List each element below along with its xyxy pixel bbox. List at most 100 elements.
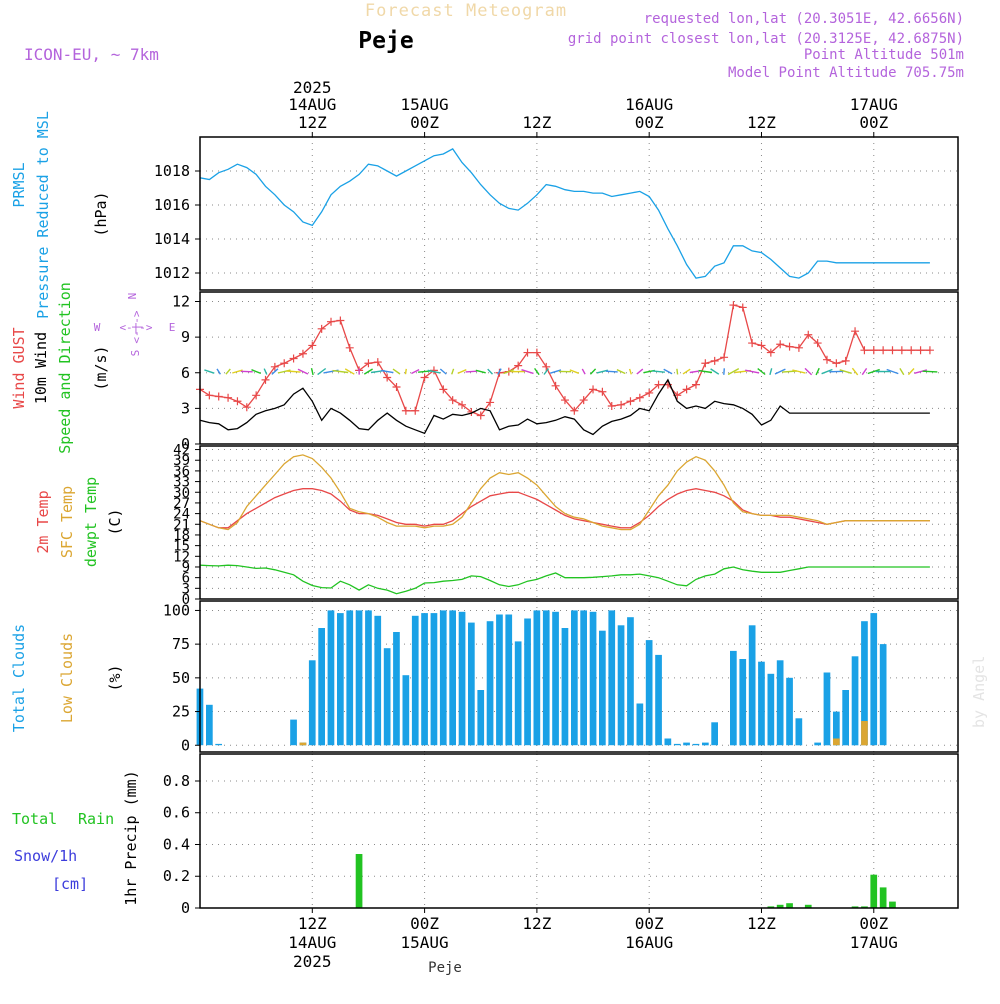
wind-direction-arrow <box>570 370 579 373</box>
bar-total_clouds <box>459 612 466 746</box>
gust-point-marker <box>346 344 354 352</box>
gust-point-marker <box>711 357 719 365</box>
bar-total_clouds <box>384 648 391 745</box>
wind-direction-arrow <box>226 369 230 374</box>
bar-total_clouds <box>412 616 419 745</box>
compass-south-label: S <box>129 350 142 357</box>
bar-total_clouds <box>206 705 213 745</box>
panel-side-label: (m/s) <box>92 345 110 390</box>
bar-total_clouds <box>346 610 353 745</box>
wind-direction-arrow <box>816 368 819 375</box>
gust-point-marker <box>290 355 298 363</box>
bar-total_clouds <box>524 619 531 746</box>
panel-side-label: dewpt Temp <box>82 477 100 567</box>
top-time-label: 00Z <box>410 113 439 132</box>
bottom-time-label: 2025 <box>293 952 332 971</box>
bar-low_clouds <box>300 743 307 746</box>
wind-direction-arrow <box>908 369 914 375</box>
footer-location: Peje <box>428 960 462 976</box>
bar-total_clouds <box>796 718 803 745</box>
top-time-label: 00Z <box>859 113 888 132</box>
bar-total_clouds <box>552 612 559 746</box>
y-tick-label: 0.2 <box>163 867 190 885</box>
bottom-time-label: 00Z <box>859 914 888 933</box>
bar-total_clouds <box>421 613 428 745</box>
bar-total_clouds <box>505 615 512 746</box>
y-tick-label: 75 <box>172 635 190 653</box>
bar-rain <box>356 854 363 908</box>
data-layer <box>196 149 937 908</box>
wind-direction-arrow <box>862 368 866 374</box>
bar-total_clouds <box>431 613 438 745</box>
wind-direction-arrow <box>393 369 400 374</box>
bar-total_clouds <box>571 610 578 745</box>
compass-west-label: W <box>94 321 101 334</box>
point-altitude: Point Altitude 501m <box>804 47 964 63</box>
wind-direction-arrow <box>677 369 678 375</box>
gust-point-marker <box>739 303 747 311</box>
top-time-label: 14AUG <box>288 95 336 114</box>
gust-point-marker <box>842 357 850 365</box>
wind-direction-arrow <box>252 370 261 374</box>
gust-point-marker <box>233 397 241 405</box>
precip-axis-label: 1hr Precip (mm) <box>122 770 140 905</box>
y-tick-label: 3 <box>181 399 190 417</box>
precip-unit-label: [cm] <box>52 875 88 893</box>
gust-point-marker <box>860 346 868 354</box>
frame-layer <box>195 132 958 913</box>
bar-total_clouds <box>730 651 737 745</box>
y-tick-label: 50 <box>172 669 190 687</box>
gust-point-marker <box>917 346 925 354</box>
wind-direction-arrow <box>852 368 857 375</box>
gust-point-marker <box>205 391 213 399</box>
gust-point-marker <box>542 363 550 371</box>
bar-total_clouds <box>618 625 625 745</box>
y-tick-label: 1012 <box>154 264 190 282</box>
bar-total_clouds <box>758 662 765 746</box>
wind-direction-arrow <box>333 371 349 373</box>
y-tick-label: 0.6 <box>163 804 190 822</box>
panel-side-label: Low Clouds <box>58 633 76 723</box>
bar-total_clouds <box>496 615 503 746</box>
wind-direction-arrow <box>264 369 267 375</box>
bar-total_clouds <box>842 690 849 745</box>
y-tick-label: 100 <box>163 601 190 619</box>
bar-total_clouds <box>543 610 550 745</box>
wind-direction-arrow <box>637 369 643 374</box>
gust-point-marker <box>823 356 831 364</box>
top-time-label: 16AUG <box>625 95 673 114</box>
y-tick-label: 42 <box>173 443 190 459</box>
model-point-altitude: Model Point Altitude 705.75m <box>728 65 964 81</box>
y-tick-label: 0.4 <box>163 835 190 853</box>
wind-direction-arrow <box>758 369 766 375</box>
bar-total_clouds <box>580 610 587 745</box>
top-time-label: 15AUG <box>401 95 449 114</box>
bar-total_clouds <box>290 720 297 746</box>
gust-point-marker <box>533 349 541 357</box>
bar-total_clouds <box>824 673 831 746</box>
gust-point-marker <box>280 359 288 367</box>
gust-point-marker <box>879 346 887 354</box>
gust-point-marker <box>411 407 419 415</box>
y-tick-label: 1018 <box>154 162 190 180</box>
series-line-tsfc <box>200 455 930 530</box>
wind-direction-arrow <box>805 368 812 374</box>
gust-point-marker <box>626 397 634 405</box>
bottom-time-label: 12Z <box>522 914 551 933</box>
bar-total_clouds <box>683 743 690 746</box>
top-time-label: 00Z <box>635 113 664 132</box>
series-line-dewpt <box>200 565 930 594</box>
gust-point-marker <box>636 394 644 402</box>
gust-point-marker <box>898 346 906 354</box>
wind-direction-arrow <box>652 371 665 372</box>
gust-point-marker <box>926 346 934 354</box>
wind-direction-arrow <box>204 370 214 373</box>
y-tick-label: 9 <box>181 328 190 346</box>
bar-total_clouds <box>356 610 363 745</box>
bar-total_clouds <box>309 660 316 745</box>
bar-total_clouds <box>665 739 672 746</box>
bottom-time-label: 00Z <box>410 914 439 933</box>
wind-direction-arrow <box>829 371 843 372</box>
bar-total_clouds <box>637 704 644 746</box>
